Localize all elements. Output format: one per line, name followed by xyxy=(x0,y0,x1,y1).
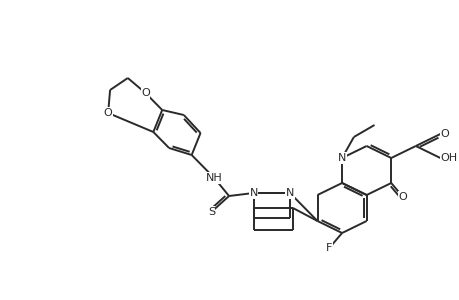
Text: NH: NH xyxy=(206,173,222,183)
Text: O: O xyxy=(104,108,112,118)
Text: S: S xyxy=(207,207,214,217)
Text: F: F xyxy=(325,243,332,253)
Text: O: O xyxy=(398,192,407,202)
Text: N: N xyxy=(337,153,346,163)
Text: O: O xyxy=(439,129,448,139)
Text: O: O xyxy=(141,88,150,98)
Text: N: N xyxy=(285,188,293,198)
Text: N: N xyxy=(249,188,257,198)
Text: OH: OH xyxy=(439,153,457,163)
